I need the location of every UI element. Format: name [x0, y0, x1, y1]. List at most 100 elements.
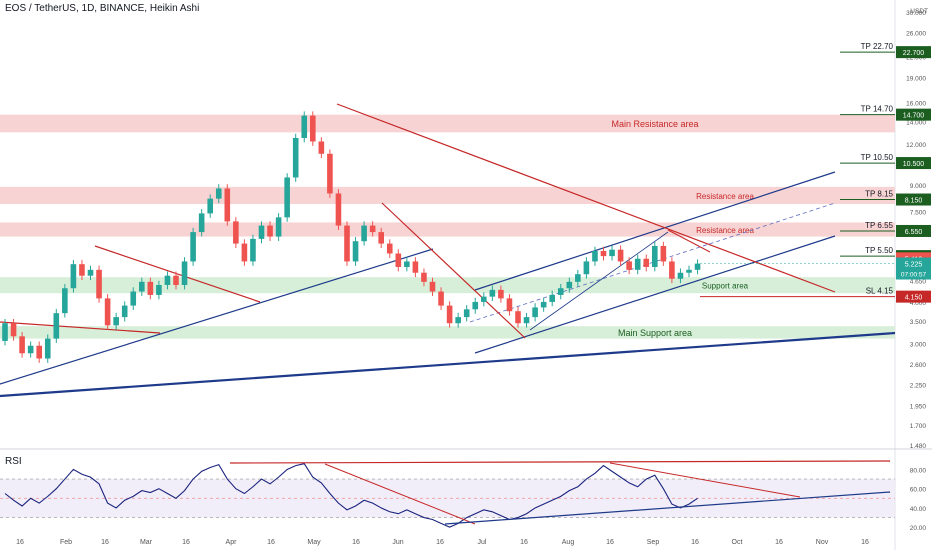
- rsi-label: RSI: [5, 456, 22, 467]
- level-badge-text: 10.500: [903, 161, 925, 168]
- main-resistance-trendline: [336, 103, 836, 293]
- x-tick-label: Oct: [732, 539, 743, 546]
- currency-label: USDT: [910, 8, 928, 15]
- candle-body: [404, 261, 410, 267]
- x-tick-label: May: [307, 539, 321, 546]
- inner-rising-line: [529, 231, 669, 331]
- candle-body: [506, 298, 513, 312]
- rsi-tick-label: 20.00: [910, 525, 927, 532]
- y-tick-label: 4.000: [910, 300, 927, 307]
- candle-body: [677, 272, 684, 279]
- falling-trendline-0: [0, 321, 161, 334]
- candle-body: [19, 336, 25, 354]
- candle-body: [335, 193, 342, 226]
- y-tick-label: 19.000: [906, 76, 926, 83]
- main-support-trendline: [0, 331, 896, 398]
- candle-body: [139, 281, 145, 292]
- chart-title: EOS / TetherUS, 1D, BINANCE, Heikin Ashi: [5, 3, 200, 14]
- x-tick-label: 16: [861, 539, 869, 546]
- y-tick-label: 16.000: [906, 100, 926, 107]
- y-tick-label: 1.700: [910, 423, 927, 430]
- rsi-falling-line-2: [609, 462, 801, 498]
- level-badge: [896, 290, 931, 303]
- candle-body: [318, 141, 325, 154]
- y-tick-label: 26.000: [906, 31, 926, 38]
- zone-label: Main Resistance area: [611, 119, 698, 129]
- candle-body: [386, 243, 393, 254]
- x-tick-label: 16: [436, 539, 444, 546]
- x-tick-label: 16: [267, 539, 275, 546]
- current-price-text: 5.225: [905, 261, 923, 268]
- x-tick-label: 16: [691, 539, 699, 546]
- candle-body: [241, 243, 248, 262]
- candle-body: [292, 137, 299, 178]
- y-tick-label: 1.480: [910, 443, 927, 450]
- level-label: TP 10.50: [861, 153, 894, 162]
- level-badge: [896, 193, 931, 206]
- candle-body: [643, 258, 650, 267]
- x-tick-label: Apr: [226, 539, 238, 546]
- zone-label: Main Support area: [618, 328, 692, 338]
- candle-body: [438, 291, 444, 306]
- candle-body: [694, 263, 701, 270]
- channel-upper-line: [474, 171, 836, 291]
- candle-body: [36, 345, 42, 359]
- candle-body: [489, 289, 496, 297]
- current-price-badge: [896, 257, 931, 280]
- candle-body: [669, 261, 675, 279]
- level-label: TP 8.15: [865, 190, 893, 199]
- level-badge-text: 4.150: [905, 295, 923, 302]
- candle-body: [429, 281, 436, 292]
- x-tick-label: 16: [182, 539, 190, 546]
- x-tick-label: Sep: [647, 539, 660, 546]
- candle-body: [352, 241, 359, 262]
- candle-body: [2, 323, 8, 341]
- falling-trendline-3: [667, 229, 711, 253]
- candle-body: [361, 225, 367, 242]
- candle-body: [344, 225, 350, 262]
- level-badge-text: 8.150: [905, 198, 923, 205]
- candle-body: [121, 305, 128, 318]
- candle-body: [87, 269, 94, 276]
- level-label: TP 22.70: [861, 42, 894, 51]
- level-label: SL 4.15: [866, 287, 894, 296]
- y-tick-label: 14.000: [906, 120, 926, 127]
- y-tick-label: 2.250: [910, 383, 927, 390]
- falling-trendline-2: [381, 202, 526, 339]
- level-badge-text: 14.700: [903, 113, 925, 120]
- candle-body: [378, 232, 384, 244]
- x-tick-label: Feb: [60, 539, 72, 546]
- x-tick-label: 16: [606, 539, 614, 546]
- candle-body: [233, 221, 239, 244]
- candle-body: [395, 253, 402, 267]
- candle-body: [258, 225, 265, 239]
- x-tick-label: Nov: [816, 539, 829, 546]
- zone-support: [0, 326, 895, 339]
- level-badge-text: 6.550: [905, 229, 923, 236]
- level-label: TP 14.70: [861, 105, 894, 114]
- zone-label: Support area: [702, 282, 749, 291]
- candle-body: [79, 264, 85, 276]
- candle-body: [549, 294, 555, 302]
- y-tick-label: 30.000: [906, 10, 926, 17]
- rsi-falling-line-1: [324, 463, 476, 525]
- candle-body: [686, 269, 692, 273]
- candle-body: [53, 313, 60, 339]
- candle-body: [301, 115, 308, 138]
- x-tick-label: 16: [520, 539, 528, 546]
- zone-resistance: [0, 114, 895, 133]
- rsi-tick-label: 80.00: [910, 467, 927, 474]
- candle-body: [173, 275, 179, 285]
- candle-body: [557, 288, 564, 295]
- level-label: TP 5.50: [865, 246, 893, 255]
- candle-body: [523, 317, 530, 324]
- candle-body: [446, 305, 453, 324]
- rising-trendline: [0, 248, 434, 385]
- candle-body: [207, 198, 213, 214]
- candle-body: [62, 288, 68, 314]
- x-tick-label: 16: [101, 539, 109, 546]
- candle-body: [617, 249, 624, 262]
- candle-body: [634, 258, 641, 270]
- candle-body: [327, 153, 333, 194]
